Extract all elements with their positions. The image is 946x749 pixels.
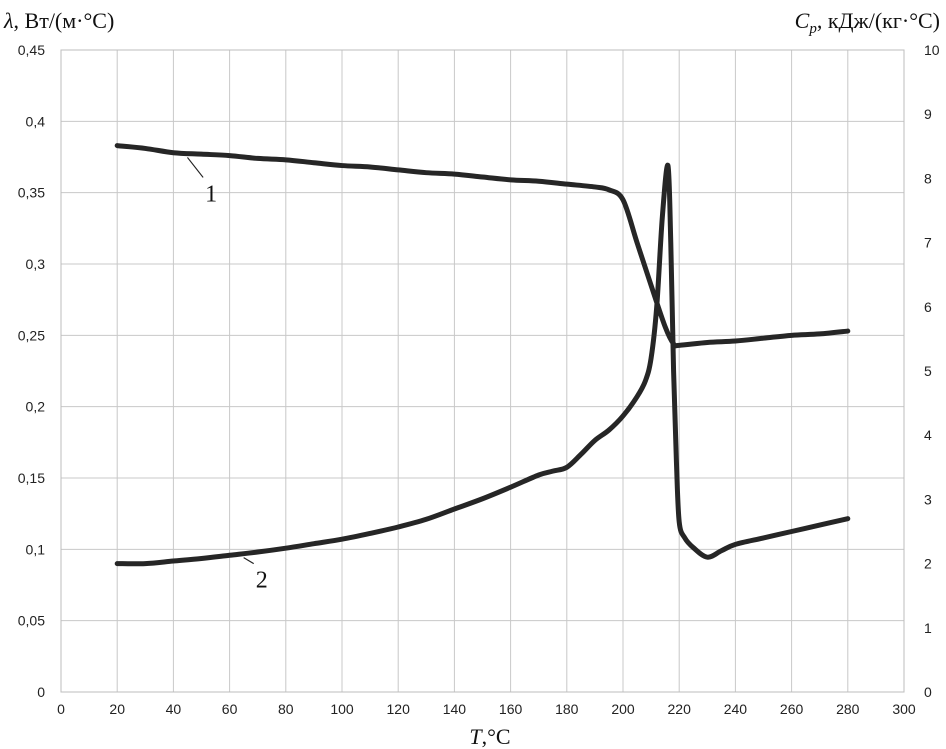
- y-right-tick-label: 9: [924, 106, 932, 122]
- y-left-tick-label: 0,3: [26, 256, 46, 272]
- y-right-tick-label: 1: [924, 620, 932, 636]
- x-tick-label: 240: [724, 701, 748, 717]
- grid: [60, 49, 905, 693]
- x-tick-label: 20: [109, 701, 125, 717]
- series-line-2: [114, 163, 851, 567]
- x-tick-label: 140: [443, 701, 467, 717]
- y-right-tick-label: 4: [924, 427, 932, 443]
- y-right-tick-label: 6: [924, 299, 932, 315]
- annotation-leader-0: [186, 157, 204, 178]
- x-axis-title: T,°C: [469, 724, 510, 749]
- y-left-tick-label: 0,35: [18, 185, 45, 201]
- x-tick-label: 200: [611, 701, 635, 717]
- y-axis-left-unit: , Вт/(м·°C): [14, 8, 115, 33]
- y-axis-left-title: λ, Вт/(м·°C): [3, 8, 114, 33]
- x-tick-label: 260: [780, 701, 804, 717]
- x-tick-label: 80: [278, 701, 294, 717]
- y-left-tick-label: 0,05: [18, 613, 45, 629]
- x-tick-label: 40: [166, 701, 182, 717]
- y-left-tick-label: 0: [37, 684, 45, 700]
- y-left-tick-label: 0,45: [18, 42, 45, 58]
- y-right-tick-label: 8: [924, 170, 932, 186]
- x-tick-label: 220: [668, 701, 692, 717]
- y-left-tick-label: 0,15: [18, 470, 45, 486]
- series: [114, 143, 851, 567]
- curve-label-1: 1: [205, 181, 217, 207]
- annotation-leader-1: [243, 557, 255, 565]
- x-tick-label: 280: [836, 701, 860, 717]
- curve-label-2: 2: [256, 568, 268, 594]
- y-left-tick-label: 0,25: [18, 327, 45, 343]
- series-line-1: [114, 143, 851, 349]
- x-axis-unit: ,°C: [482, 724, 511, 749]
- y-left-tick-label: 0,2: [26, 399, 46, 415]
- x-tick-label: 180: [555, 701, 579, 717]
- annotations: 12: [186, 157, 268, 594]
- tick-labels: 0 20 40 60 80 100 120 140 160 180 200 220 240 260 280 3…: [18, 42, 940, 717]
- y-right-tick-label: 0: [924, 684, 932, 700]
- plot-frame: [60, 49, 905, 693]
- y-axis-right-unit: , кДж/(кг·°C): [817, 8, 940, 33]
- x-axis-symbol: T: [469, 724, 483, 749]
- x-tick-label: 0: [57, 701, 65, 717]
- y-left-tick-label: 0,1: [26, 541, 46, 557]
- x-tick-label: 60: [222, 701, 238, 717]
- y-axis-left-symbol: λ: [3, 8, 14, 33]
- y-axis-right-symbol: C: [795, 8, 810, 33]
- y-axis-right-subscript: p: [808, 21, 817, 37]
- x-tick-label: 120: [387, 701, 411, 717]
- y-right-tick-label: 10: [924, 42, 940, 58]
- x-tick-label: 160: [499, 701, 523, 717]
- x-tick-label: 100: [330, 701, 354, 717]
- y-right-tick-label: 7: [924, 235, 932, 251]
- y-axis-right-title: Cp, кДж/(кг·°C): [795, 8, 940, 37]
- y-left-tick-label: 0,4: [26, 113, 46, 129]
- y-right-tick-label: 3: [924, 491, 932, 507]
- y-right-tick-label: 2: [924, 556, 932, 572]
- y-right-tick-label: 5: [924, 363, 932, 379]
- x-tick-label: 300: [892, 701, 916, 717]
